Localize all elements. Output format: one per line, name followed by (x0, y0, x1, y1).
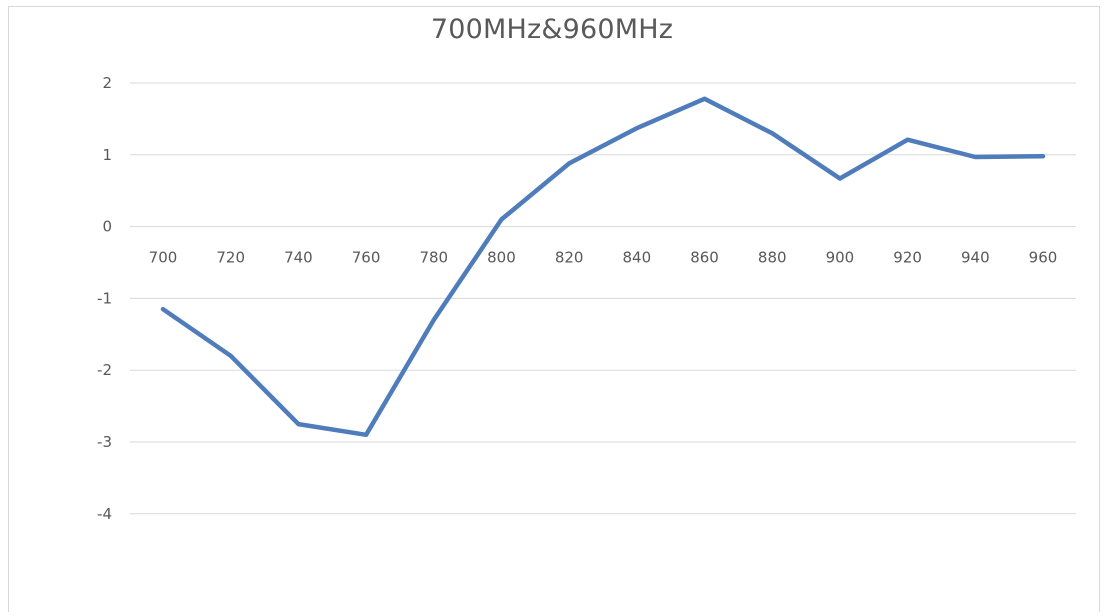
series-line-0 (160, 96, 1046, 438)
data-point (1041, 154, 1045, 159)
data-point (296, 422, 301, 427)
data-point (364, 432, 369, 437)
x-tick-label: 740 (284, 249, 313, 267)
x-tick-label: 780 (419, 249, 448, 267)
data-point (499, 217, 504, 222)
x-tick-label: 760 (352, 249, 381, 267)
x-tick-label: 860 (690, 249, 719, 267)
x-tick-label: 820 (555, 249, 584, 267)
series-layer (160, 96, 1046, 438)
x-tick-label: 840 (623, 249, 652, 267)
data-point (567, 161, 572, 166)
chart-frame (8, 6, 1100, 612)
x-tick-label: 880 (758, 249, 787, 267)
x-tick-label: 700 (149, 249, 178, 267)
y-tick-label: -2 (97, 361, 112, 379)
gridlines (130, 82, 1076, 515)
x-tick-label: 920 (893, 249, 922, 267)
data-point (837, 176, 842, 181)
data-point (431, 317, 436, 322)
y-tick-label: -4 (97, 505, 112, 523)
data-point (228, 353, 233, 358)
data-point (161, 307, 165, 312)
x-tick-label: 900 (826, 249, 855, 267)
data-point (905, 137, 910, 142)
x-tick-label: 800 (487, 249, 516, 267)
x-tick-label: 720 (216, 249, 245, 267)
data-point (634, 126, 639, 131)
x-tick-label: 960 (1029, 249, 1058, 267)
y-axis-ticks: 2 1 0 -1 -2 -3 -4 (97, 74, 112, 523)
y-tick-label: -3 (97, 433, 112, 451)
y-tick-label: 0 (102, 218, 112, 236)
data-point (973, 154, 978, 159)
y-tick-label: 1 (102, 146, 112, 164)
x-tick-label: 940 (961, 249, 990, 267)
chart-title: 700MHz&960MHz (430, 14, 674, 45)
y-tick-label: 2 (102, 74, 112, 92)
x-axis-ticks: 700 720 740 760 780 800 820 840 860 880 900 920 940 9… (149, 249, 1058, 267)
y-tick-label: -1 (97, 289, 112, 307)
data-point (702, 96, 707, 101)
data-point (770, 131, 775, 136)
